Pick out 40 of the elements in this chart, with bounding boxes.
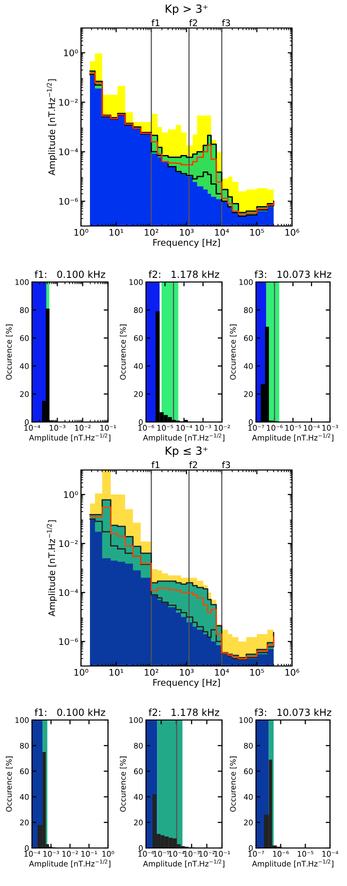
y-tick-label: 10⁰	[64, 491, 78, 498]
chart-title: f3: 10.073 kHz	[254, 270, 332, 278]
x-axis-title: Frequency [Hz]	[153, 678, 220, 688]
chart-title: Kp > 3⁺	[166, 4, 208, 16]
x-tick-label: 10²	[144, 228, 158, 236]
x-tick-label: 10³	[180, 668, 194, 676]
y-tick-label: 10⁰	[64, 49, 78, 56]
ref-line-label: f1	[152, 461, 160, 468]
y-tick-label: 10⁻²	[59, 540, 78, 548]
y-tick-label: 10⁻⁴	[59, 148, 78, 156]
chart-title: f3: 10.073 kHz	[254, 708, 332, 716]
chart-title: f2: 1.178 kHz	[148, 270, 220, 278]
ref-line-label: f2	[189, 461, 198, 468]
y-tick-label: 10⁻⁶	[59, 198, 78, 205]
x-tick-label: 10¹	[110, 228, 124, 236]
x-tick-label: 10¹	[110, 668, 124, 676]
x-tick-label: 10²	[144, 668, 158, 676]
y-tick-label: 10⁻⁴	[59, 589, 78, 596]
y-tick-label: 10⁻²	[59, 98, 78, 106]
ref-line-label: f1	[152, 19, 160, 26]
x-tick-label: 10⁶	[285, 668, 300, 676]
ref-line-label: f2	[189, 19, 198, 26]
ref-line-label: f3	[222, 461, 230, 468]
ref-line-label: f3	[222, 19, 230, 26]
x-tick-label: 10⁵	[250, 668, 264, 676]
x-axis-title: Frequency [Hz]	[153, 238, 220, 248]
x-tick-label: 10³	[180, 228, 194, 236]
x-tick-label: 10⁵	[250, 228, 264, 236]
x-tick-label: 10⁰	[74, 228, 88, 236]
y-axis-title: Amplitude [nT.Hz$^{−1/2}$]	[46, 79, 57, 176]
y-tick-label: 10⁻⁶	[59, 638, 78, 646]
x-tick-label: 10⁰	[74, 668, 88, 676]
y-axis-title: Amplitude [nT.Hz$^{−1/2}$]	[46, 520, 57, 616]
chart-title: Kp ≤ 3⁺	[166, 446, 208, 458]
x-tick-label: 10⁶	[285, 228, 300, 236]
x-tick-label: 10⁴	[215, 668, 229, 676]
chart-title: f1: 0.100 kHz	[34, 270, 106, 278]
chart-title: f2: 1.178 kHz	[148, 708, 220, 716]
x-tick-label: 10⁴	[215, 228, 229, 236]
chart-title: f1: 0.100 kHz	[34, 708, 106, 716]
